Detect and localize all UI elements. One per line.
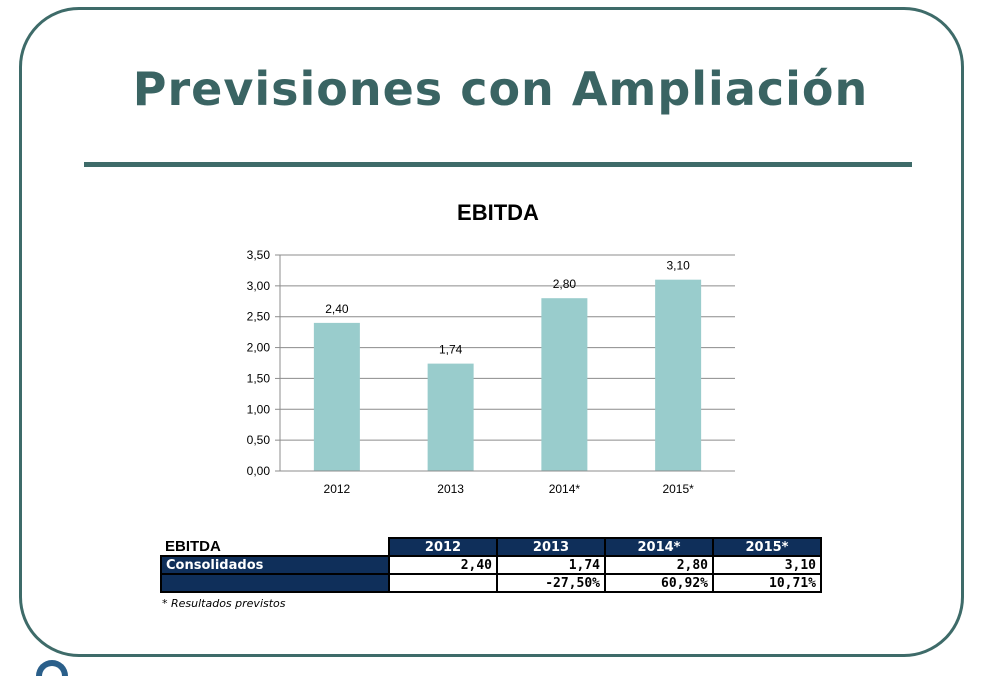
y-tick-label: 1,00 [247, 402, 271, 416]
slide-title: Previsiones con Ampliación [132, 62, 869, 116]
bar [313, 322, 360, 471]
y-tick-label: 0,00 [247, 464, 271, 478]
footnote: * Resultados previstos [162, 597, 286, 610]
y-tick-label: 1,50 [247, 371, 271, 385]
chart-title: EBITDA [457, 200, 539, 225]
table-cell: 10,71% [712, 573, 822, 593]
x-tick-label: 2014* [549, 482, 581, 496]
title-divider [84, 162, 912, 167]
ebitda-table: EBITDA 2012 2013 2014* 2015* Consolidado… [160, 537, 822, 593]
data-label: 2,40 [325, 302, 349, 316]
table-cell: 2,40 [388, 555, 498, 575]
bar [541, 298, 588, 471]
table-cell: 2,80 [604, 555, 714, 575]
data-label: 1,74 [439, 343, 463, 357]
table-year-header: 2013 [496, 537, 606, 557]
table-year-header: 2015* [712, 537, 822, 557]
table-cell: -27,50% [496, 573, 606, 593]
table-year-header: 2012 [388, 537, 498, 557]
table-cell: 1,74 [496, 555, 606, 575]
y-tick-label: 2,50 [247, 310, 271, 324]
table-cell [388, 573, 498, 593]
bar [427, 363, 474, 471]
table-cell: 60,92% [604, 573, 714, 593]
table-year-header: 2014* [604, 537, 714, 557]
y-tick-label: 3,00 [247, 279, 271, 293]
table-row: Consolidados 2,40 1,74 2,80 3,10 [160, 555, 822, 575]
table-row-label: Consolidados [160, 555, 390, 575]
data-label: 3,10 [666, 259, 690, 273]
y-tick-label: 3,50 [247, 248, 271, 262]
company-logo-icon [36, 660, 68, 676]
x-tick-label: 2013 [437, 482, 464, 496]
data-label: 2,80 [553, 277, 577, 291]
table-row-label [160, 573, 390, 593]
y-tick-label: 0,50 [247, 433, 271, 447]
table-cell: 3,10 [712, 555, 822, 575]
x-tick-label: 2012 [324, 482, 351, 496]
x-tick-label: 2015* [662, 482, 694, 496]
y-tick-label: 2,00 [247, 341, 271, 355]
table-header-row: EBITDA 2012 2013 2014* 2015* [161, 537, 822, 557]
bar [655, 279, 702, 471]
table-row: -27,50% 60,92% 10,71% [160, 573, 822, 593]
table-header-label: EBITDA [161, 538, 389, 556]
